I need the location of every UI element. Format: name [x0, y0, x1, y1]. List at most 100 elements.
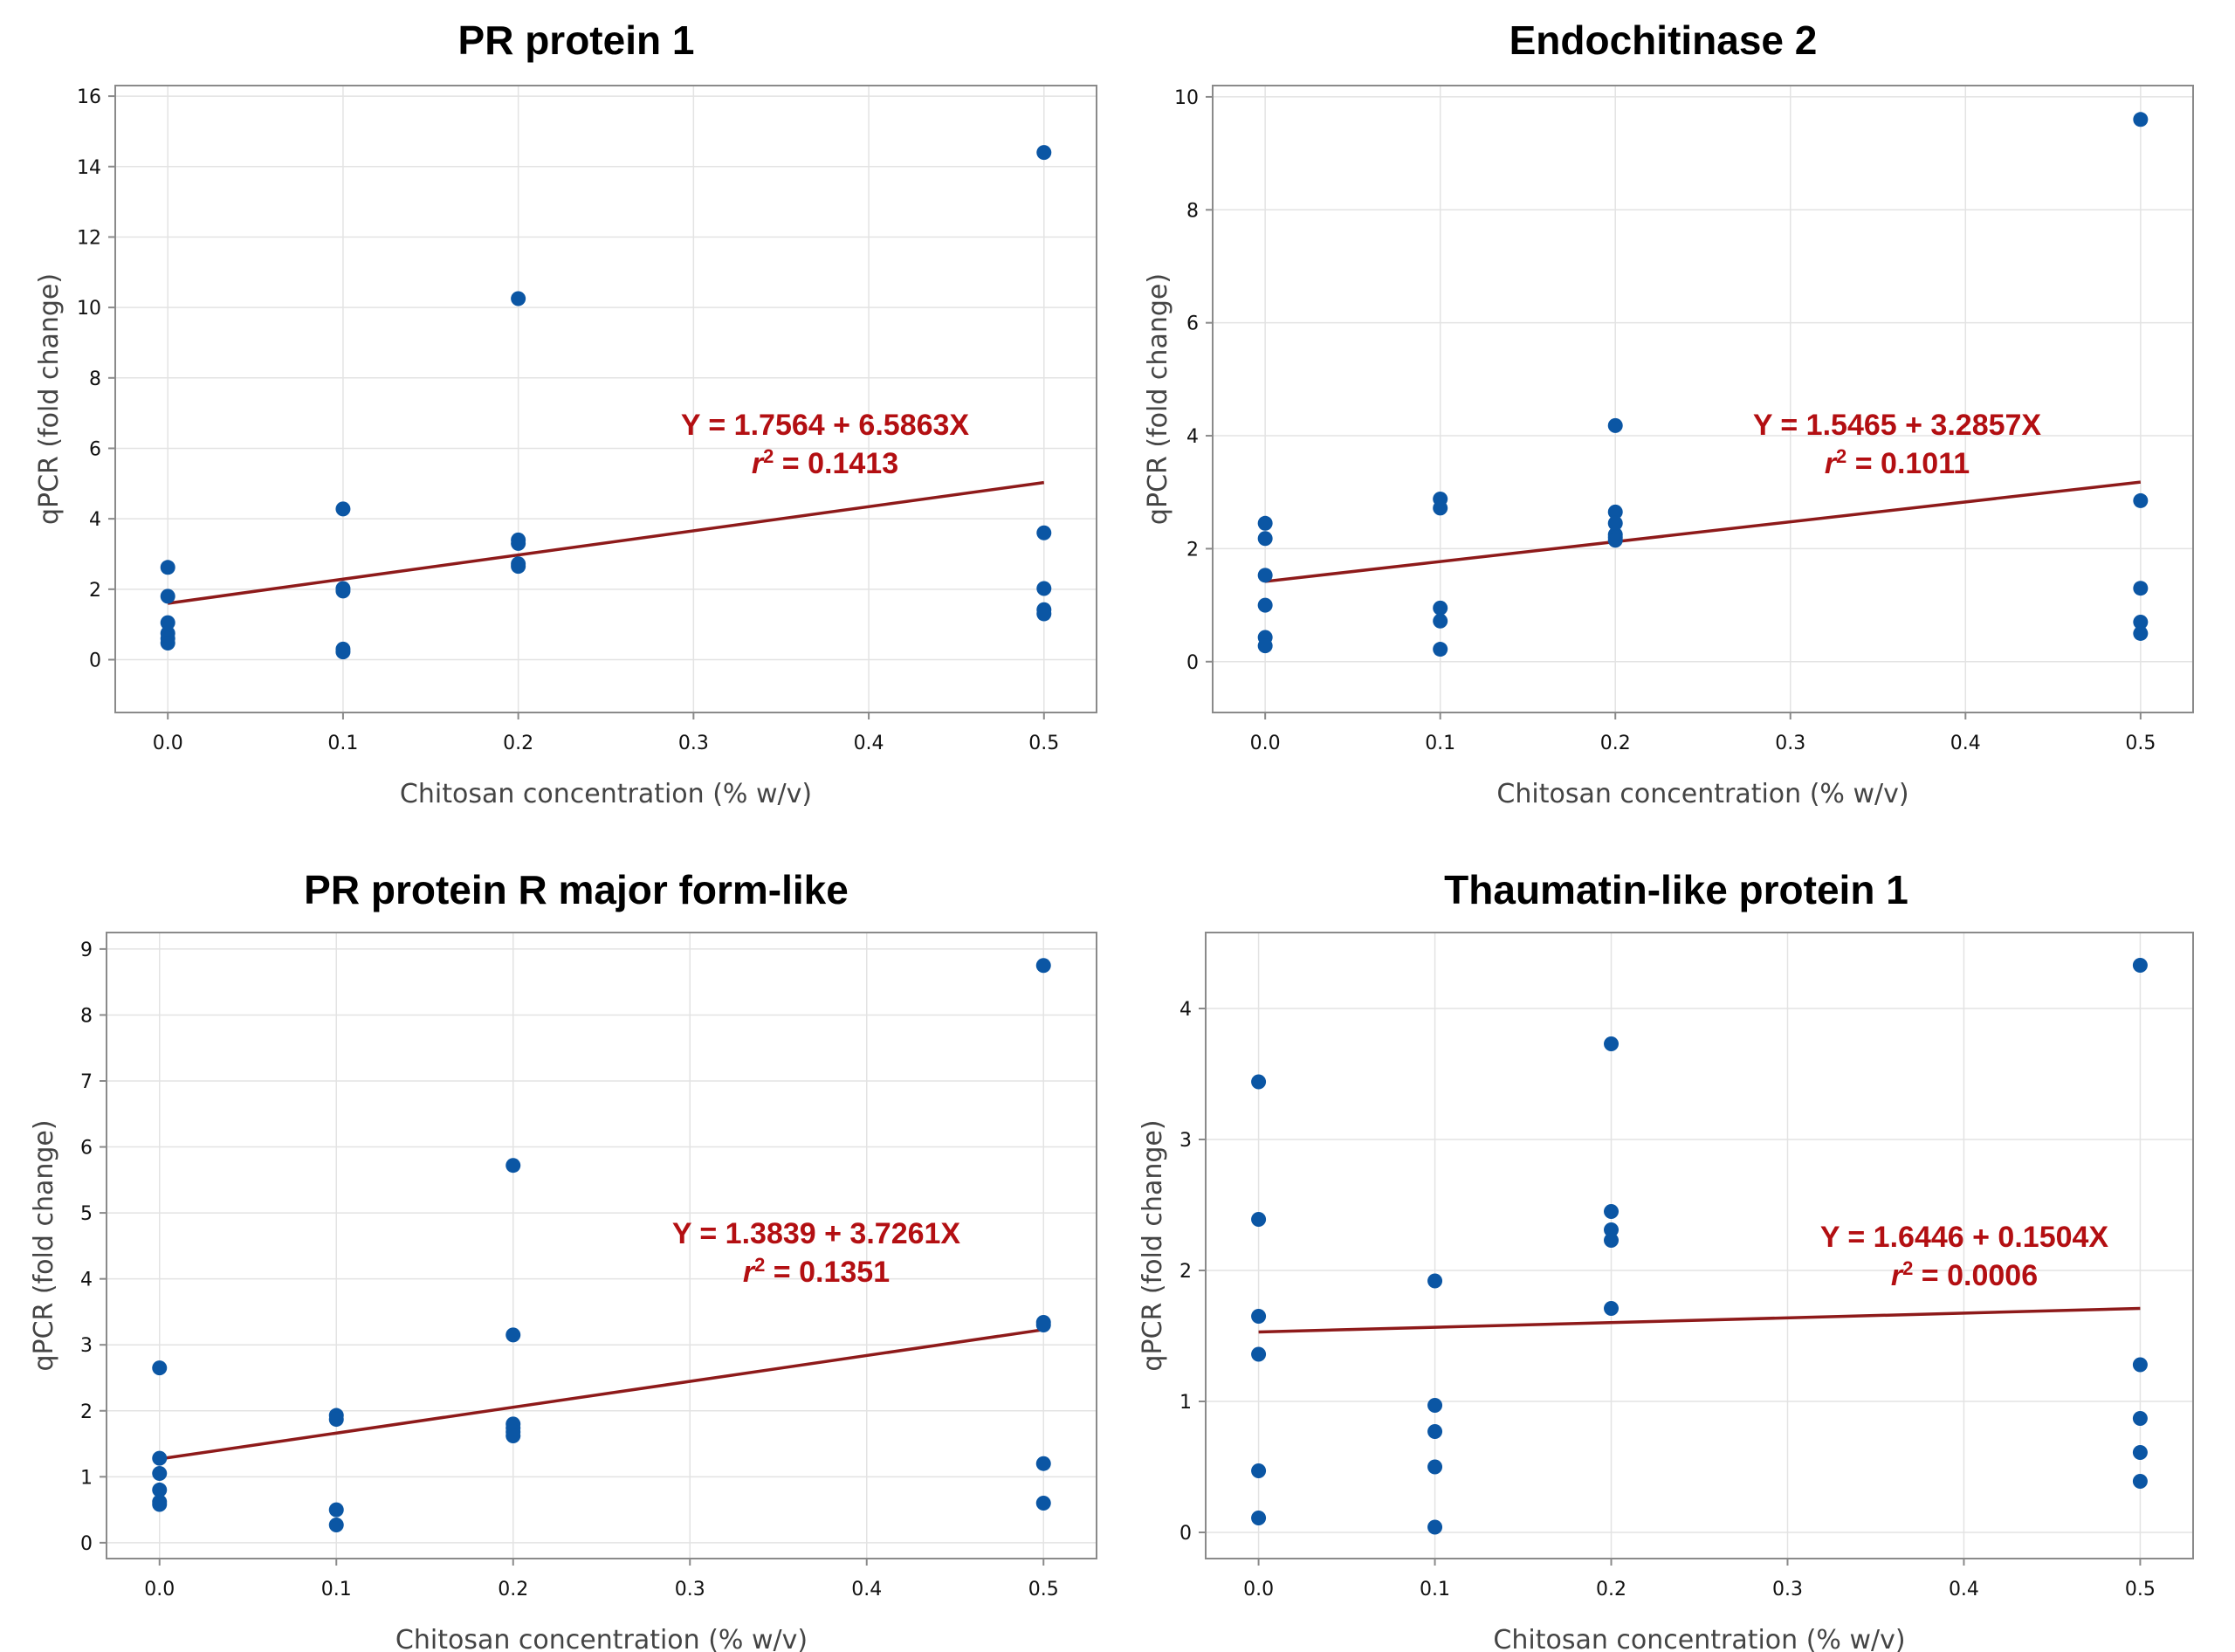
data-point	[1035, 958, 1051, 974]
data-point	[511, 291, 526, 306]
data-point	[1035, 1456, 1051, 1471]
x-axis-label: Chitosan concentration (% w/v)	[1493, 1625, 1905, 1652]
chart-panel: PR protein R major form-like 0.0 0.1 0.2 0.3…	[29, 867, 1097, 1652]
regression-line	[159, 1328, 1044, 1461]
regression-line	[1264, 480, 2142, 583]
data-point	[1035, 1318, 1051, 1333]
x-tick-label: 0.3	[1775, 733, 1805, 754]
data-point	[335, 644, 351, 660]
data-point	[1604, 1036, 1620, 1051]
chart-panel: Endochitinase 2 0.0 0.1 0.2 0.3 0.4 0.5 0 2 4 6 8 10…	[1143, 17, 2194, 809]
y-tick-label: 6	[80, 1138, 93, 1160]
data-point	[1036, 606, 1052, 622]
data-point	[2132, 1445, 2148, 1460]
data-point	[1251, 1463, 1267, 1478]
plot-frame	[1205, 932, 2194, 1559]
r-superscript: 2	[1902, 1257, 1913, 1279]
data-point	[152, 1360, 168, 1376]
y-tick-label: 9	[80, 940, 93, 961]
data-point	[1433, 500, 1448, 516]
data-point	[328, 1412, 344, 1428]
x-tick-label: 0.3	[678, 733, 709, 754]
chart-title: Thaumatin-like protein 1	[1444, 867, 1908, 912]
plot-area	[1206, 933, 2193, 1559]
x-tick-label: 0.1	[321, 1579, 352, 1600]
x-tick-label: 0.0	[1250, 733, 1281, 754]
x-tick-label: 0.3	[1772, 1579, 1803, 1600]
data-point	[160, 589, 175, 604]
data-point	[1433, 613, 1448, 629]
x-axis-label: Chitosan concentration (% w/v)	[400, 779, 812, 809]
y-tick-label: 10	[77, 298, 101, 320]
data-point	[160, 615, 175, 630]
y-tick-label: 0	[1179, 1523, 1192, 1545]
y-tick-label: 5	[80, 1203, 93, 1225]
y-tick-label: 4	[89, 509, 101, 531]
data-point	[505, 1158, 521, 1174]
data-point	[160, 636, 175, 651]
data-point	[1427, 1424, 1443, 1439]
y-axis-label: qPCR (fold change)	[1143, 273, 1173, 525]
data-point	[1604, 1204, 1620, 1219]
plot-area	[1213, 86, 2193, 712]
y-tick-label: 6	[89, 438, 101, 460]
data-point	[1251, 1074, 1267, 1090]
r-superscript: 2	[1836, 445, 1846, 467]
data-point	[2133, 112, 2149, 127]
y-tick-label: 2	[1186, 539, 1199, 561]
data-point	[1427, 1273, 1443, 1289]
data-point	[1433, 642, 1448, 657]
y-tick-label: 3	[1179, 1130, 1192, 1152]
y-tick-label: 4	[80, 1270, 93, 1291]
r-squared-value: = 0.1413	[774, 447, 898, 480]
data-point	[1607, 515, 1623, 531]
y-tick-label: 1	[80, 1467, 93, 1489]
data-point	[1427, 1459, 1443, 1475]
r-superscript: 2	[754, 1254, 765, 1276]
chart-title: Endochitinase 2	[1509, 17, 1818, 63]
x-tick-label: 0.0	[153, 733, 183, 754]
plot-frame	[1212, 85, 2194, 713]
x-tick-label: 0.2	[498, 1579, 528, 1600]
data-point	[511, 559, 526, 575]
data-point	[1604, 1233, 1620, 1248]
r-squared-value: = 0.0006	[1913, 1259, 2038, 1292]
data-point	[1607, 504, 1623, 520]
data-point	[1251, 1346, 1267, 1362]
data-point	[1604, 1222, 1620, 1237]
regression-equation: Y = 1.6446 + 0.1504X	[1820, 1221, 2109, 1254]
y-axis-label: qPCR (fold change)	[34, 273, 65, 525]
regression-equation: Y = 1.5465 + 3.2857X	[1753, 409, 2042, 442]
r-squared-value: = 0.1011	[1846, 447, 1970, 480]
y-tick-label: 16	[77, 86, 101, 108]
r-superscript: 2	[763, 445, 774, 467]
r-symbol: r	[1891, 1259, 1904, 1292]
x-axis-label: Chitosan concentration (% w/v)	[1496, 779, 1908, 809]
data-point	[2132, 1411, 2148, 1426]
y-axis-label: qPCR (fold change)	[1138, 1119, 1168, 1371]
regression-line	[167, 480, 1045, 605]
data-point	[1257, 531, 1273, 547]
x-tick-label: 0.2	[1600, 733, 1631, 754]
r-squared-label: r2 = 0.1413	[752, 445, 898, 481]
data-point	[152, 1497, 168, 1512]
y-tick-label: 8	[1186, 200, 1199, 222]
data-point	[160, 560, 175, 575]
y-tick-label: 10	[1174, 87, 1199, 109]
chart-panel: Thaumatin-like protein 1 0.0 0.1 0.2 0.3 0.4 0…	[1138, 867, 2194, 1652]
data-point	[152, 1482, 168, 1497]
x-tick-label: 0.5	[2125, 1579, 2156, 1600]
y-tick-label: 1	[1179, 1392, 1192, 1414]
chart-title: PR protein 1	[458, 17, 695, 63]
chart-panel: PR protein 1 0.0 0.1 0.2 0.3 0.4 0.5 0 2 4 6 8 10 12 1…	[34, 17, 1097, 809]
data-point	[505, 1327, 521, 1343]
x-tick-label: 0.1	[327, 733, 358, 754]
data-point	[335, 583, 351, 599]
data-point	[1251, 1212, 1267, 1227]
data-point	[2132, 1474, 2148, 1489]
data-point	[335, 501, 351, 517]
data-point	[1607, 417, 1623, 433]
y-tick-label: 12	[77, 227, 101, 249]
r-symbol: r	[752, 447, 765, 480]
r-squared-value: = 0.1351	[765, 1256, 890, 1289]
